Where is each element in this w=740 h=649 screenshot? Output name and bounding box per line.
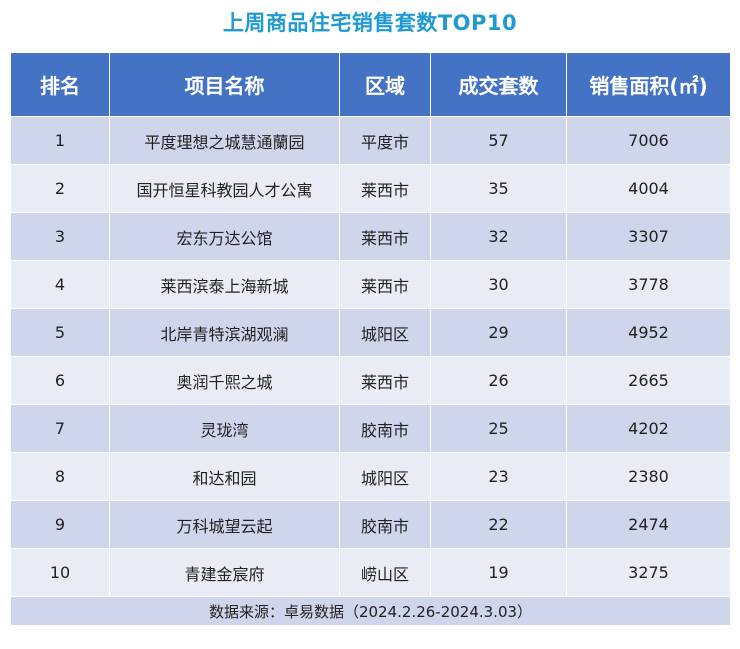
units-cell: 19: [430, 548, 567, 597]
rank-cell: 9: [10, 500, 110, 549]
district-cell: 胶南市: [339, 404, 431, 453]
area-cell: 2665: [566, 356, 731, 405]
project-name-cell: 万科城望云起: [109, 500, 340, 549]
project-name-cell: 青建金宸府: [109, 548, 340, 597]
district-cell: 崂山区: [339, 548, 431, 597]
rank-cell: 6: [10, 356, 110, 405]
district-cell: 莱西市: [339, 356, 431, 405]
units-cell: 26: [430, 356, 567, 405]
table-row: 4 莱西滨泰上海新城 莱西市 30 3778: [10, 260, 731, 309]
table-row: 10 青建金宸府 崂山区 19 3275: [10, 548, 731, 597]
rank-cell: 5: [10, 308, 110, 357]
area-cell: 3275: [566, 548, 731, 597]
header-project-name: 项目名称: [109, 52, 340, 117]
project-name-cell: 奥润千熙之城: [109, 356, 340, 405]
district-cell: 莱西市: [339, 212, 431, 261]
area-cell: 4952: [566, 308, 731, 357]
units-cell: 35: [430, 164, 567, 213]
district-cell: 城阳区: [339, 452, 431, 501]
project-name-cell: 国开恒星科教园人才公寓: [109, 164, 340, 213]
table-row: 9 万科城望云起 胶南市 22 2474: [10, 500, 731, 549]
rank-cell: 7: [10, 404, 110, 453]
units-cell: 29: [430, 308, 567, 357]
project-name-cell: 北岸青特滨湖观澜: [109, 308, 340, 357]
page-title: 上周商品住宅销售套数TOP10: [222, 11, 518, 35]
area-cell: 2474: [566, 500, 731, 549]
area-cell: 7006: [566, 116, 731, 165]
units-cell: 22: [430, 500, 567, 549]
header-sales-area: 销售面积(㎡): [566, 52, 731, 117]
area-cell: 4004: [566, 164, 731, 213]
project-name-cell: 宏东万达公馆: [109, 212, 340, 261]
table-row: 2 国开恒星科教园人才公寓 莱西市 35 4004: [10, 164, 731, 213]
ranking-table: 排名 项目名称 区域 成交套数 销售面积(㎡) 1 平度理想之城慧通蘭园 平度市…: [10, 52, 731, 626]
units-cell: 23: [430, 452, 567, 501]
table-row: 1 平度理想之城慧通蘭园 平度市 57 7006: [10, 116, 731, 165]
project-name-cell: 灵珑湾: [109, 404, 340, 453]
district-cell: 胶南市: [339, 500, 431, 549]
table-row: 5 北岸青特滨湖观澜 城阳区 29 4952: [10, 308, 731, 357]
district-cell: 莱西市: [339, 164, 431, 213]
header-units-sold: 成交套数: [430, 52, 567, 117]
district-cell: 莱西市: [339, 260, 431, 309]
header-rank: 排名: [10, 52, 110, 117]
rank-cell: 1: [10, 116, 110, 165]
district-cell: 平度市: [339, 116, 431, 165]
rank-cell: 8: [10, 452, 110, 501]
area-cell: 2380: [566, 452, 731, 501]
data-source-note: 数据来源：卓易数据（2024.2.26-2024.3.03）: [10, 596, 731, 626]
rank-cell: 4: [10, 260, 110, 309]
table-header-row: 排名 项目名称 区域 成交套数 销售面积(㎡): [10, 52, 731, 117]
header-district: 区域: [339, 52, 431, 117]
table-row: 3 宏东万达公馆 莱西市 32 3307: [10, 212, 731, 261]
district-cell: 城阳区: [339, 308, 431, 357]
rank-cell: 10: [10, 548, 110, 597]
table-footer-row: 数据来源：卓易数据（2024.2.26-2024.3.03）: [10, 596, 731, 626]
area-cell: 3307: [566, 212, 731, 261]
table-row: 6 奥润千熙之城 莱西市 26 2665: [10, 356, 731, 405]
units-cell: 30: [430, 260, 567, 309]
units-cell: 25: [430, 404, 567, 453]
area-cell: 4202: [566, 404, 731, 453]
rank-cell: 2: [10, 164, 110, 213]
project-name-cell: 和达和园: [109, 452, 340, 501]
area-cell: 3778: [566, 260, 731, 309]
units-cell: 57: [430, 116, 567, 165]
units-cell: 32: [430, 212, 567, 261]
table-row: 8 和达和园 城阳区 23 2380: [10, 452, 731, 501]
project-name-cell: 莱西滨泰上海新城: [109, 260, 340, 309]
table-row: 7 灵珑湾 胶南市 25 4202: [10, 404, 731, 453]
rank-cell: 3: [10, 212, 110, 261]
project-name-cell: 平度理想之城慧通蘭园: [109, 116, 340, 165]
